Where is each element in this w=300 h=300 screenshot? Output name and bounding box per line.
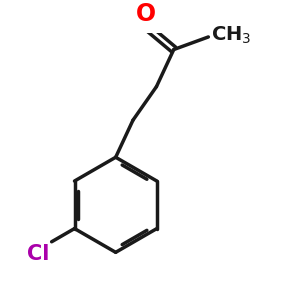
Text: Cl: Cl [27, 244, 50, 264]
Text: O: O [136, 2, 156, 26]
Text: CH$_3$: CH$_3$ [211, 25, 251, 46]
